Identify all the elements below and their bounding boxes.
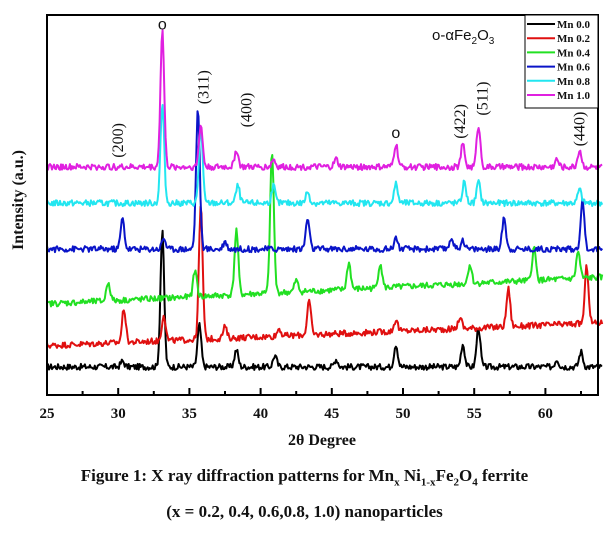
hkl-label: (400) [238,93,255,128]
series-line-mn-0-6 [46,110,604,254]
x-tick-label: 25 [40,406,55,422]
figure-caption-line1: Figure 1: X ray diffraction patterns for… [80,466,529,489]
figure-caption-line2: (x = 0.2, 0.4, 0.6,0.8, 1.0) nanoparticl… [166,502,443,521]
series-line-mn-0-0 [46,229,603,371]
x-axis-title: 2θ Degree [288,432,356,449]
legend-label: Mn 1.0 [557,90,591,102]
annotations: o (200) (311) (400) o (422) (511) (440) [110,17,588,158]
y-axis-title: Intensity (a.u.) [10,150,27,250]
x-tick-label: 35 [182,406,197,422]
hkl-label: (422) [452,104,469,139]
x-tick-label: 30 [111,406,126,422]
phase-label: o-αFe2O3 [432,27,495,47]
legend-label: Mn 0.2 [557,33,591,45]
x-axis: 25 30 35 40 45 50 55 60 [40,388,582,422]
x-tick-label: 50 [396,406,411,422]
series-layer [46,29,604,371]
hematite-marker: o [391,125,400,142]
x-tick-label: 60 [538,406,553,422]
legend: Mn 0.0 Mn 0.2 Mn 0.4 Mn 0.6 Mn 0.8 Mn 1.0 [524,14,599,109]
legend-label: Mn 0.6 [557,62,591,74]
series-line-mn-0-4 [46,154,604,308]
hkl-label: (311) [196,70,213,104]
legend-box [524,14,599,109]
hkl-label: (440) [572,112,589,147]
legend-label: Mn 0.4 [557,47,591,59]
series-line-mn-0-2 [46,205,604,349]
legend-label: Mn 0.8 [557,76,591,88]
legend-label: Mn 0.0 [557,19,591,31]
x-tick-label: 45 [324,406,339,422]
x-tick-label: 55 [467,406,482,422]
series-line-mn-1-0 [46,29,603,171]
hematite-marker: o [158,17,167,34]
x-tick-label: 40 [253,406,268,422]
series-line-mn-0-8 [46,104,604,208]
plot-frame [46,14,599,396]
hkl-label: (511) [475,82,492,116]
hkl-label: (200) [110,123,127,158]
